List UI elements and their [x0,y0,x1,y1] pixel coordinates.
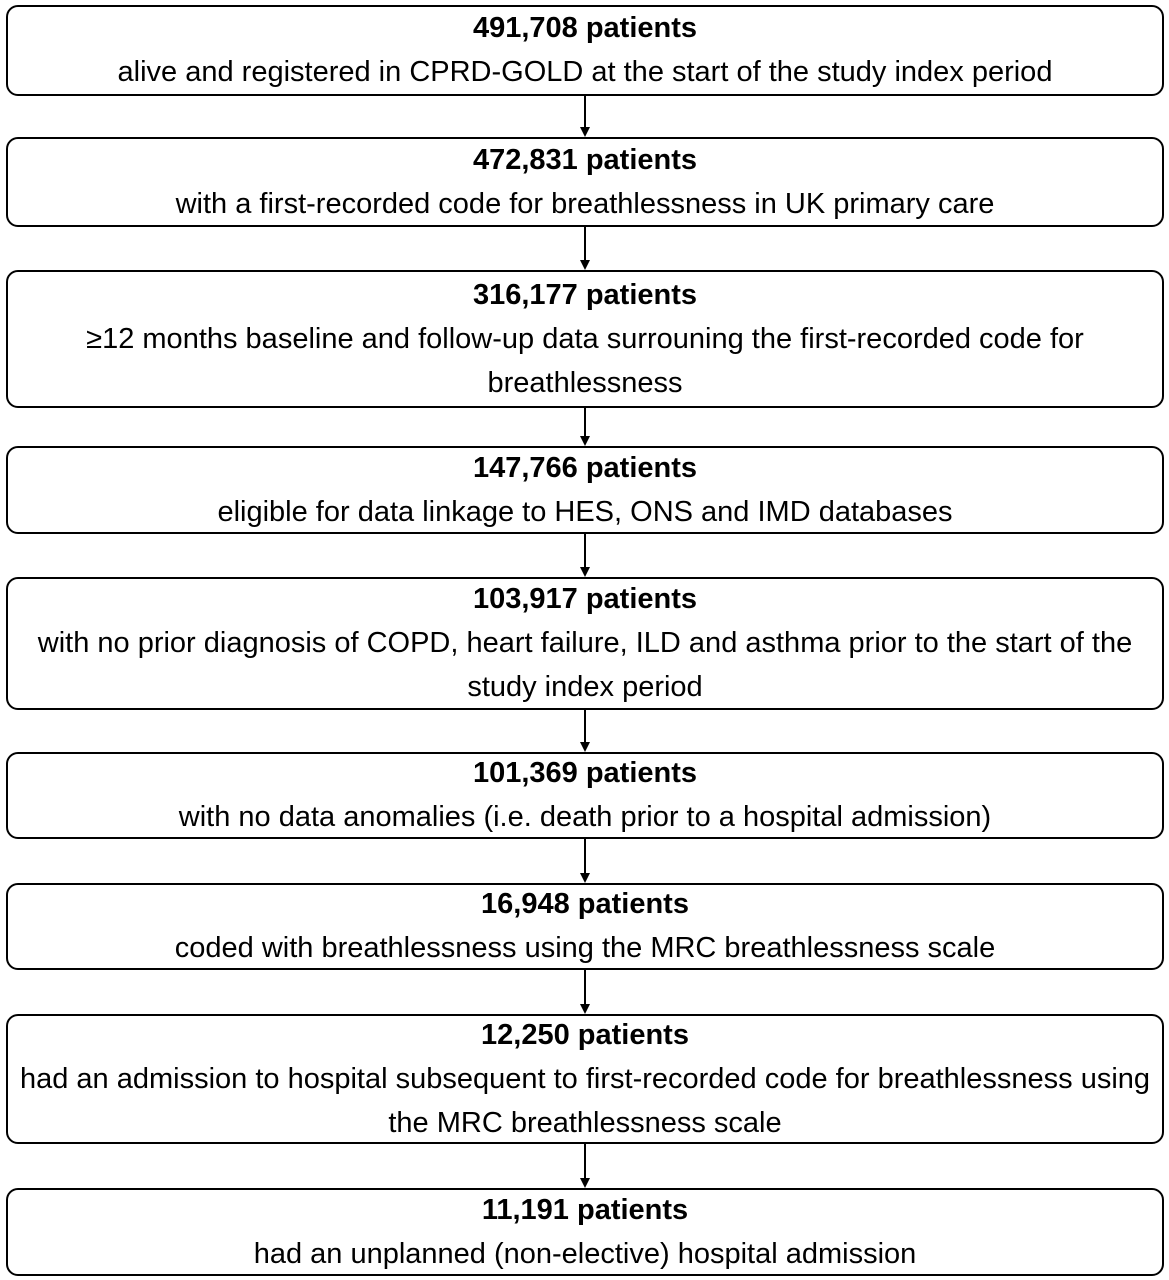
flow-box: 101,369 patients with no data anomalies (… [6,752,1164,839]
flow-box: 147,766 patients eligible for data linkag… [6,446,1164,534]
patient-count: 316,177 patients [472,278,698,311]
patient-count: 491,708 patients [472,12,698,44]
patient-count: 472,831 patients [472,143,698,176]
criterion-description: with no prior diagnosis of COPD, heart f… [37,627,1133,703]
patient-count: 103,917 patients [472,583,698,615]
criterion-description: had an unplanned (non-elective) hospital… [253,1237,917,1270]
patient-count: 12,250 patients [481,1018,689,1051]
criterion-description: ≥12 months baseline and follow-up data s… [86,322,1084,399]
flow-box: 316,177 patients ≥12 months baseline and … [6,270,1164,408]
flow-box: 103,917 patients with no prior diagnosis … [6,577,1164,710]
patient-count: 101,369 patients [472,757,698,789]
criterion-description: had an admission to hospital subsequent … [19,1062,1151,1139]
flow-box: 12,250 patients had an admission to hospi… [6,1014,1164,1144]
criterion-description: alive and registered in CPRD-GOLD at the… [117,56,1053,88]
patient-count: 11,191 patients [481,1193,689,1226]
criterion-description: with no data anomalies (i.e. death prior… [178,801,992,833]
flow-box: 11,191 patients had an unplanned (non-ele… [6,1188,1164,1276]
flow-box: 472,831 patients with a first-recorded co… [6,137,1164,227]
patient-count: 16,948 patients [481,888,689,920]
criterion-description: coded with breathlessness using the MRC … [174,932,996,964]
flow-box: 491,708 patients alive and registered in … [6,5,1164,96]
flow-box: 16,948 patients coded with breathlessness… [6,883,1164,970]
patient-count: 147,766 patients [472,451,698,484]
criterion-description: with a first-recorded code for breathles… [175,187,995,220]
criterion-description: eligible for data linkage to HES, ONS an… [217,495,953,528]
